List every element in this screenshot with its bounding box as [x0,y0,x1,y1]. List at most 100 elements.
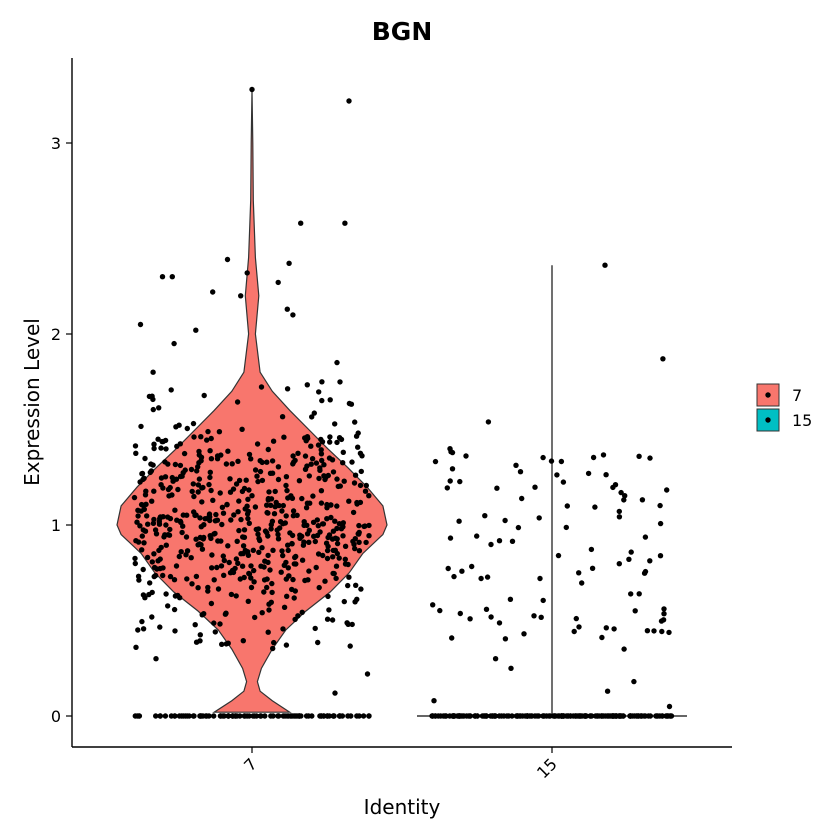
y-tick-label: 1 [51,516,61,535]
data-point [151,445,157,452]
y-tick-label: 2 [51,325,61,344]
data-point [647,558,653,564]
data-point [312,538,318,545]
data-point [275,476,282,483]
data-point [264,576,270,582]
data-point [280,502,286,509]
data-point [318,488,325,494]
data-point [644,628,651,634]
data-point [251,579,257,585]
data-point [214,453,221,459]
data-point [132,560,138,567]
legend-label-15: 15 [792,411,812,430]
data-point [220,553,226,559]
data-point [279,548,285,554]
data-point [135,539,142,545]
data-point [290,508,297,514]
data-point [262,528,269,534]
data-point [212,629,218,635]
data-point [207,469,213,475]
data-point [366,533,372,539]
data-point [198,542,204,548]
violins-layer [116,89,687,717]
data-point [336,435,343,441]
data-point [244,503,250,509]
data-point [540,713,546,719]
data-point [651,628,657,634]
data-point [270,547,276,553]
data-point [616,561,622,567]
data-point [151,564,158,571]
data-point [558,458,565,465]
data-point [627,713,633,719]
data-point [447,446,453,452]
data-point [140,527,146,533]
data-point [498,713,505,719]
data-point [330,554,336,560]
data-point [354,499,360,506]
data-point [163,446,169,452]
data-point [199,499,205,505]
data-point [537,575,543,582]
data-point [218,538,224,544]
data-point [621,646,627,652]
data-point [271,511,278,517]
data-point [334,503,340,509]
data-point [316,584,322,591]
data-point [664,487,670,493]
data-point [345,561,351,568]
data-point [157,624,163,630]
data-point [237,713,243,719]
data-point [190,420,197,427]
data-point [265,629,271,635]
data-point [437,607,443,614]
data-point [525,713,531,719]
data-point [178,713,185,719]
data-point [295,450,301,456]
data-point [327,434,333,440]
data-point [666,703,673,710]
data-point [519,495,525,502]
data-point [283,482,289,489]
data-point [168,713,175,719]
data-point [318,713,324,719]
data-point [139,471,145,477]
data-point [284,593,290,599]
data-point [141,540,147,546]
data-point [163,522,169,528]
legend: 715 [756,383,812,432]
data-point [632,608,638,614]
data-point [197,515,203,521]
data-point [251,567,257,574]
data-point [307,500,313,506]
data-point [273,499,279,506]
data-point [631,678,637,685]
data-point [299,609,305,615]
data-point [660,617,667,623]
data-point [571,628,577,635]
data-point [352,545,358,552]
data-point [163,542,169,548]
data-point [233,556,240,562]
data-point [303,505,310,511]
data-point [308,461,314,467]
data-point [135,513,141,519]
data-point [156,519,162,525]
data-point [515,524,522,531]
data-point [334,439,340,446]
data-point [622,493,628,499]
data-point [345,582,351,589]
data-point [357,482,364,489]
data-point [578,713,584,719]
data-point [192,622,198,628]
data-point [200,484,206,491]
data-point [238,551,244,557]
data-point [159,274,166,280]
data-point [356,548,363,554]
data-point [255,531,261,537]
data-point [198,524,204,530]
data-point [540,454,546,461]
data-point [451,573,457,580]
data-point [430,602,436,608]
data-point [478,575,484,582]
